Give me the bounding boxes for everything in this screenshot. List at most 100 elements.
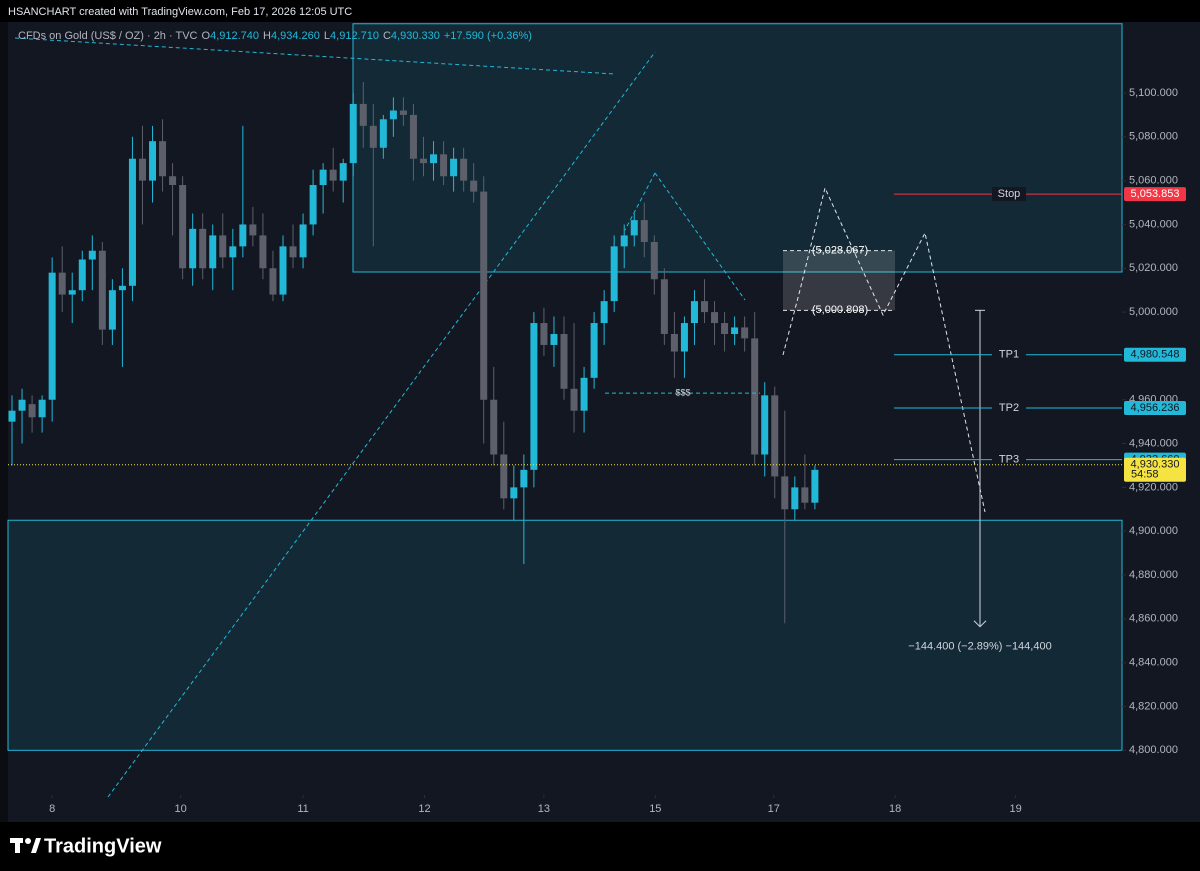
candle-body (711, 312, 719, 324)
legend-part: 4,912.710 (330, 30, 379, 42)
candle-body (560, 334, 568, 389)
candle-body (781, 476, 789, 510)
legend-part: 4,934.260 (271, 30, 320, 42)
measure-label: −144.400 (−2.89%) −144,400 (908, 641, 1051, 653)
trend-line (624, 172, 656, 231)
y-tick-label: 5,020.000 (1129, 262, 1178, 274)
y-tick-label: 5,060.000 (1129, 175, 1178, 187)
candle-body (731, 327, 739, 335)
candle-body (771, 395, 779, 477)
zones (7, 23, 1123, 751)
brand-logo (10, 838, 41, 853)
candle-body (389, 110, 397, 120)
candle-body (540, 323, 548, 345)
candle-body (359, 103, 367, 126)
level-name-bg (992, 187, 1026, 202)
candle-body (399, 110, 407, 115)
level-badge (1124, 400, 1186, 415)
last-price-badge (1124, 457, 1186, 482)
level-price: 5,053.853 (1131, 188, 1180, 200)
level-name: TP3 (999, 454, 1019, 466)
candle-body (309, 185, 317, 225)
x-tick-label: 17 (768, 803, 780, 815)
candle-body (199, 228, 207, 269)
candle-body (761, 395, 769, 455)
last-price-label: 4,930.330 (1131, 459, 1180, 471)
candle-body (179, 185, 187, 269)
candle-body (279, 246, 287, 295)
candle-body (189, 228, 197, 269)
candle-body (68, 290, 76, 295)
y-tick-label: 4,840.000 (1129, 657, 1178, 669)
level-badge (1124, 347, 1186, 362)
level-name: Stop (998, 188, 1021, 200)
x-tick-label: 19 (1009, 803, 1021, 815)
candle-body (229, 246, 237, 258)
candle-body (249, 224, 257, 236)
drawings (14, 37, 986, 798)
box-label: (5,000.808) (812, 304, 868, 316)
candle-body (500, 454, 508, 499)
candle-body (741, 327, 749, 339)
candle-body (18, 399, 26, 411)
last-price-countdown: 54:58 (1131, 469, 1159, 481)
legend-part: CFDs on Gold (US$ / OZ) · 2h · TVC (18, 30, 198, 42)
candle-body (460, 158, 468, 181)
candle-body (520, 469, 528, 488)
candle-body (490, 399, 498, 455)
candle-body (600, 301, 608, 324)
candle-body (510, 487, 518, 499)
legend-part: C (383, 30, 391, 42)
candle-body (450, 158, 458, 177)
candle-body (409, 114, 417, 159)
candles (8, 82, 819, 624)
candle-body (219, 235, 227, 258)
candle-body (329, 169, 337, 181)
legend-part: 4,930.330 (391, 30, 440, 42)
candle-body (419, 158, 427, 164)
candle-body (610, 246, 618, 302)
candle-body (630, 220, 638, 236)
y-tick-label: 4,900.000 (1129, 525, 1178, 537)
trend-line (654, 172, 746, 301)
candle-body (801, 487, 809, 503)
y-tick-label: 4,800.000 (1129, 744, 1178, 756)
candle-body (299, 224, 307, 258)
level-badge (1124, 187, 1186, 202)
level-name-bg (992, 400, 1026, 415)
header-text: HSANCHART created with TradingView.com, … (8, 6, 352, 18)
candle-body (88, 250, 96, 260)
y-tick-label: 4,880.000 (1129, 569, 1178, 581)
candle-body (530, 323, 538, 470)
candle-body (289, 246, 297, 258)
candle-body (28, 404, 36, 418)
candle-body (239, 224, 247, 247)
level-name-bg (992, 347, 1026, 362)
candle-body (580, 377, 588, 411)
x-tick-label: 11 (297, 803, 308, 815)
candle-body (98, 250, 106, 330)
entry-box (783, 250, 895, 311)
candle-body (369, 125, 377, 148)
candle-body (550, 334, 558, 345)
x-tick-label: 10 (174, 803, 186, 815)
candle-body (58, 272, 66, 295)
box-label: (5,028.067) (812, 245, 868, 257)
candle-body (209, 235, 217, 269)
logo-shape (25, 838, 31, 844)
y-tick-label: 5,100.000 (1129, 87, 1178, 99)
legend-part: +17.590 (+0.36%) (444, 30, 532, 42)
logo-shape (15, 838, 20, 853)
candle-body (48, 272, 56, 400)
candle-body (38, 399, 46, 418)
candle-body (430, 154, 438, 164)
y-tick-label: 4,860.000 (1129, 613, 1178, 625)
legend: CFDs on Gold (US$ / OZ) · 2h · TVC O4,912… (18, 30, 532, 42)
candle-body (690, 301, 698, 324)
legend-part: L (324, 30, 330, 42)
candle-body (620, 235, 628, 247)
candle-body (118, 285, 126, 291)
brand-name: TradingView (44, 835, 162, 857)
level-name: TP2 (999, 402, 1019, 414)
